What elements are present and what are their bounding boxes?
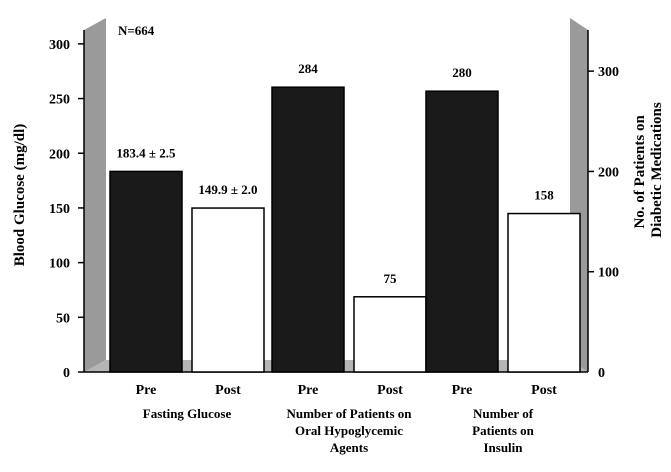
bar-value-label: 183.4 ± 2.5 bbox=[116, 145, 176, 160]
group-label-line: Fasting Glucose bbox=[143, 406, 232, 421]
bar-post bbox=[507, 212, 581, 373]
left-axis-title: Blood Glucose (mg/dl) bbox=[12, 124, 28, 267]
bar-pre bbox=[271, 86, 345, 373]
sample-size-annotation: N=664 bbox=[118, 23, 155, 38]
group-label-line: Insulin bbox=[483, 440, 523, 455]
bar-post bbox=[191, 207, 265, 373]
category-label: Post bbox=[531, 383, 557, 398]
category-label: Pre bbox=[136, 383, 157, 398]
group-label-line: Oral Hypoglycemic bbox=[295, 423, 403, 438]
right-axis-title: No. of Patients on Diabetic Medications bbox=[632, 102, 665, 238]
group-label-line: Number of bbox=[473, 406, 534, 421]
right-tick-label: 200 bbox=[598, 165, 619, 180]
category-label: Post bbox=[377, 383, 403, 398]
left-tick-label: 50 bbox=[56, 311, 70, 326]
bar-value-label: 280 bbox=[452, 65, 472, 80]
category-label: Pre bbox=[298, 383, 319, 398]
right-tick-label: 100 bbox=[598, 266, 619, 281]
bar-value-label: 75 bbox=[384, 271, 398, 286]
right-axis-title-line-1: No. of Patients on bbox=[632, 115, 648, 229]
group-label-line: Number of Patients on bbox=[286, 406, 412, 421]
right-axis-title-line-2: Diabetic Medications bbox=[649, 102, 665, 238]
bars-group bbox=[109, 86, 581, 373]
group-label-line: Agents bbox=[330, 440, 368, 455]
category-label: Pre bbox=[452, 383, 473, 398]
left-tick-label: 150 bbox=[49, 202, 70, 217]
bar-value-label: 284 bbox=[298, 61, 318, 76]
bar-value-label: 149.9 ± 2.0 bbox=[198, 182, 257, 197]
bar-value-label: 158 bbox=[534, 188, 554, 203]
group-label-line: Patients on bbox=[472, 423, 535, 438]
right-tick-label: 300 bbox=[598, 65, 619, 80]
left-axis-ticks: 0 50 100 150 200 250 300 bbox=[49, 38, 84, 381]
right-axis-ticks: 100 200 300 0 bbox=[588, 65, 619, 381]
bar-pre bbox=[425, 90, 499, 373]
right-tick-label: 0 bbox=[598, 366, 605, 381]
bar-pre bbox=[109, 170, 183, 373]
left-tick-label: 200 bbox=[49, 147, 70, 162]
bar-post bbox=[353, 296, 427, 373]
left-tick-label: 0 bbox=[63, 366, 70, 381]
left-wall bbox=[84, 18, 106, 372]
left-tick-label: 250 bbox=[49, 93, 70, 108]
left-tick-label: 100 bbox=[49, 257, 70, 272]
labels-group: 183.4 ± 2.5 Pre 149.9 ± 2.0 Post Fasting Glu… bbox=[116, 61, 557, 455]
category-label: Post bbox=[215, 383, 241, 398]
left-tick-label: 300 bbox=[49, 38, 70, 53]
